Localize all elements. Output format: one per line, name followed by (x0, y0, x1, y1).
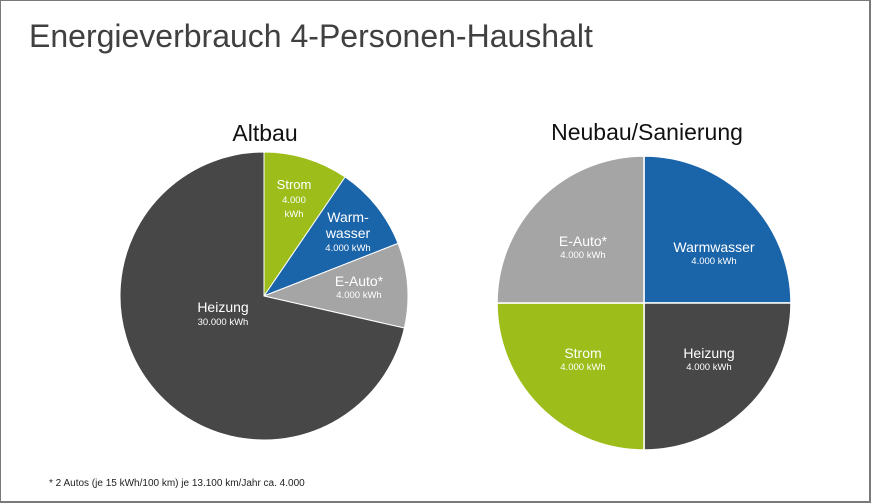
neubau-label-warmwasser: Warmwasser 4.000 kWh (673, 239, 755, 268)
footnote: * 2 Autos (je 15 kWh/100 km) je 13.100 k… (49, 478, 305, 489)
altbau-slice-strom (263, 151, 346, 298)
neubau-slice-warmwasser (643, 155, 792, 304)
page-title: Energieverbrauch 4-Personen-Haushalt (29, 18, 593, 54)
neubau-label-e-auto: E-Auto* 4.000 kWh (558, 233, 608, 262)
altbau-chart-title: Altbau (232, 120, 298, 146)
neubau-label-strom: Strom 4.000 kWh (560, 345, 606, 374)
altbau-slice-e-auto (262, 242, 409, 329)
neubau-slice-heizung (643, 302, 792, 451)
altbau-slice-warmwasser (262, 176, 399, 298)
altbau-label-e-auto: E-Auto* 4.000 kWh (334, 273, 384, 302)
neubau-label-heizung: Heizung 4.000 kWh (683, 345, 735, 374)
neubau-slice-e-auto (496, 155, 645, 304)
altbau-slice-heizung (119, 151, 405, 441)
altbau-label-heizung: Heizung 30.000 kWh (197, 299, 249, 329)
altbau-label-warmwasser: Warm- wasser 4.000 kWh (325, 209, 371, 254)
neubau-slice-strom (496, 302, 645, 451)
neubau-chart-title: Neubau/Sanierung (551, 119, 743, 145)
altbau-label-strom: Strom 4.000 kWh (276, 177, 312, 220)
